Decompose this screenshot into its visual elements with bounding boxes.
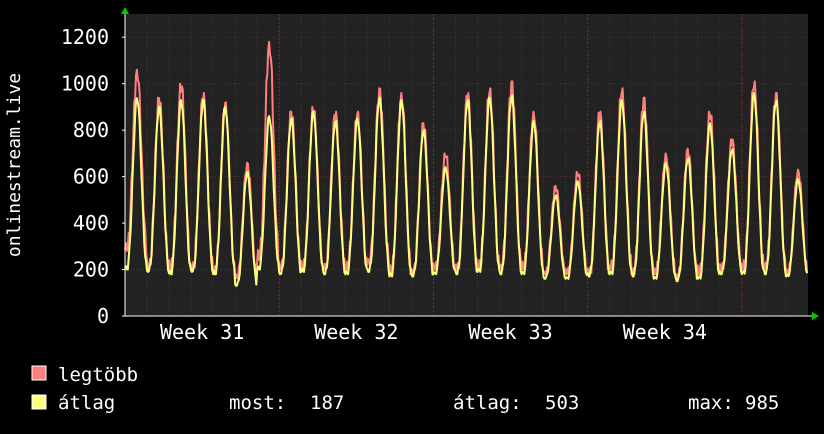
series-atlag-line [124,92,809,287]
legend: legtöbb átlag [31,364,138,414]
y-axis-arrow-icon [121,7,129,14]
stat-max-label: max: [688,392,734,414]
stats: most: 187 átlag: 503 max: 985 [229,392,779,414]
legend-swatch-avg [31,394,47,410]
legend-swatch-max [31,365,47,381]
x-axis-arrow-icon [812,312,819,320]
x-tick-label: Week 33 [468,320,552,344]
y-axis-title: onlinestream.live [4,73,25,257]
y-tick-label: 1000 [61,72,109,96]
grid [125,14,808,316]
stat-avg-label: átlag: [453,392,522,414]
stat-most-value: 187 [310,392,344,414]
y-ticks: 0 200 400 600 800 1000 1200 [61,25,125,328]
stat-avg-value: 503 [545,392,579,414]
y-tick-label: 600 [73,165,109,189]
x-tick-label: Week 32 [314,320,398,344]
stat-most-label: most: [229,392,286,414]
x-ticks: Week 31 Week 32 Week 33 Week 34 [160,320,707,344]
x-tick-label: Week 34 [623,320,707,344]
x-tick-label: Week 31 [160,320,244,344]
y-tick-label: 200 [73,258,109,282]
axes [121,7,819,320]
y-tick-label: 1200 [61,25,109,49]
y-tick-label: 800 [73,118,109,142]
y-tick-label: 0 [97,304,109,328]
legend-label-max: legtöbb [58,364,138,386]
stat-max-value: 985 [745,392,779,414]
series-group [124,40,809,287]
legend-label-avg: átlag [58,392,115,414]
y-tick-label: 400 [73,211,109,235]
